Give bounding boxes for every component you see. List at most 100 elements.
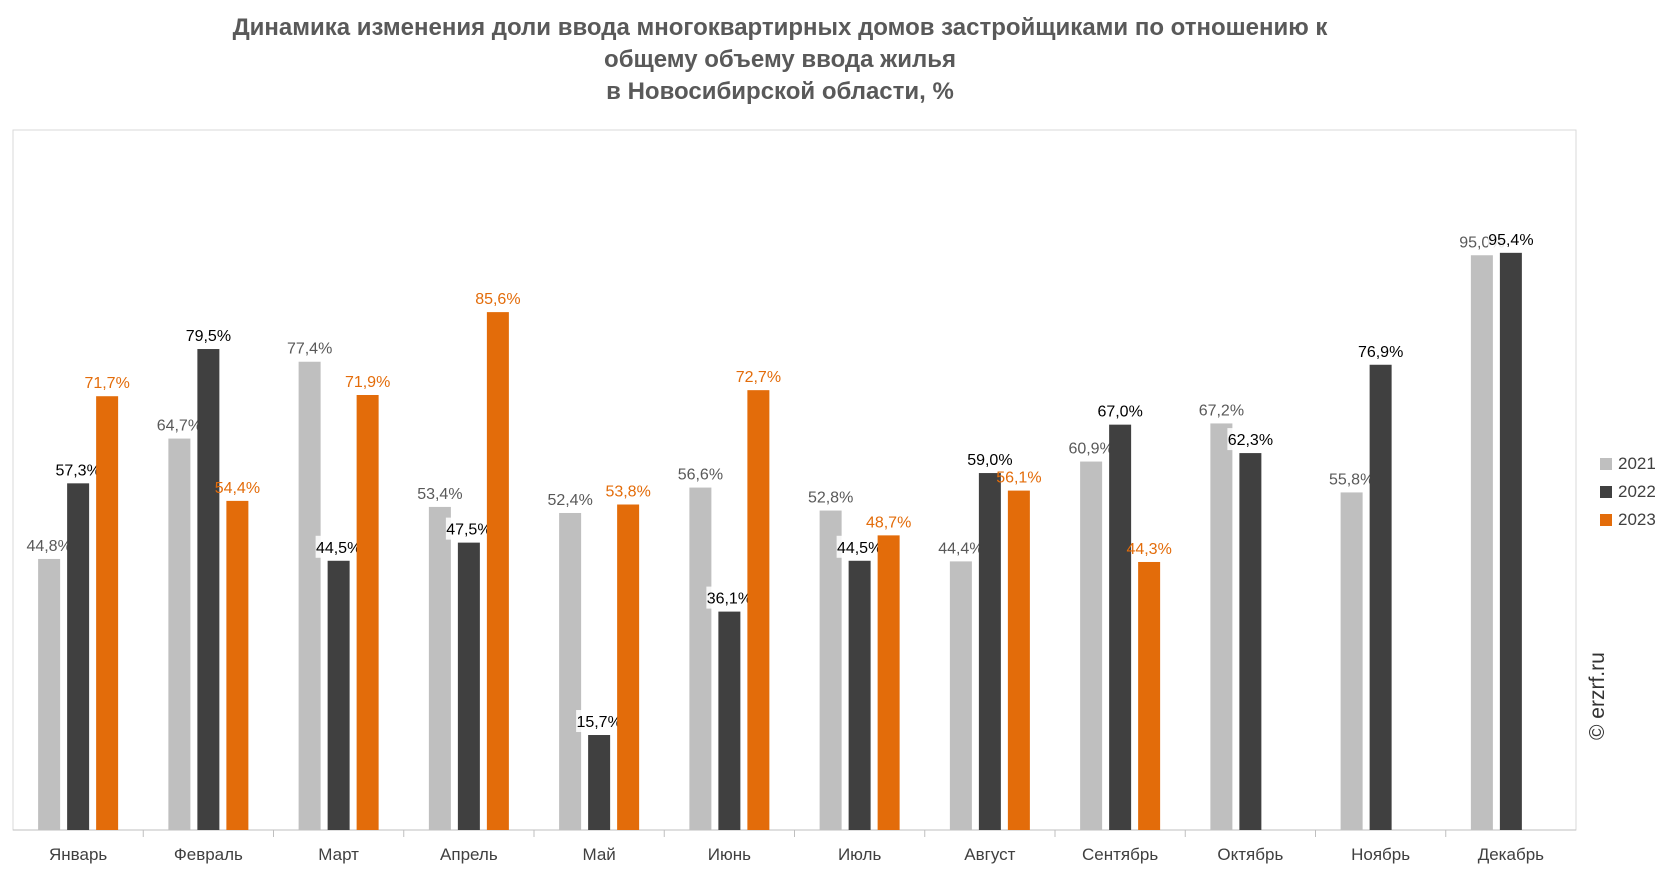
- data-label-background: [315, 535, 362, 558]
- bar-2022: [1109, 424, 1132, 830]
- chart-title-line-1: Динамика изменения доли ввода многокварт…: [232, 14, 1328, 41]
- bar-2021: [1080, 461, 1103, 830]
- bar-2022: [327, 560, 350, 830]
- x-tick-label: Сентябрь: [1082, 845, 1158, 864]
- data-label-2022: 57,3%: [55, 462, 100, 479]
- bar-2021: [168, 438, 191, 830]
- bar-2023: [1138, 561, 1161, 830]
- legend-swatch-2023: [1600, 514, 1612, 526]
- data-label-2021: 67,2%: [1199, 402, 1244, 419]
- bar-2021: [428, 506, 451, 830]
- legend-item-2022: 2022: [1600, 478, 1656, 506]
- chart-title-line-2: общему объему ввода жилья: [604, 46, 956, 73]
- data-label-2021: 53,4%: [417, 486, 462, 503]
- bar-2021: [559, 512, 582, 830]
- bar-2023: [356, 395, 379, 830]
- data-label-2022: 62,3%: [1228, 432, 1273, 449]
- bar-2021: [1340, 492, 1363, 830]
- x-tick-label: Ноябрь: [1351, 845, 1410, 864]
- data-label-2023: 71,7%: [84, 375, 129, 392]
- data-label-2023: 72,7%: [736, 369, 781, 386]
- watermark: © erzrf.ru: [1586, 652, 1609, 740]
- data-label-background: [1227, 428, 1274, 451]
- x-tick-label: Февраль: [174, 845, 243, 864]
- data-label-2022: 67,0%: [1097, 404, 1142, 421]
- x-tick-label: Июль: [838, 845, 882, 864]
- legend-swatch-2022: [1600, 486, 1612, 498]
- bar-2022: [848, 560, 871, 830]
- chart-title-line-3: в Новосибирской области, %: [606, 78, 954, 105]
- bar-2022: [718, 611, 741, 830]
- x-tick-label: Октябрь: [1217, 845, 1283, 864]
- bar-2023: [96, 396, 119, 830]
- bar-2022: [1239, 453, 1262, 830]
- x-tick-label: Июнь: [708, 845, 751, 864]
- data-label-2022: 47,5%: [446, 522, 491, 539]
- bar-2021: [1470, 255, 1493, 830]
- x-tick-label: Апрель: [440, 845, 498, 864]
- legend-label-2023: 2023: [1618, 510, 1656, 529]
- bar-2023: [486, 312, 509, 830]
- legend-swatch-2021: [1600, 458, 1612, 470]
- bar-2023: [1007, 490, 1030, 830]
- data-label-2022: 79,5%: [186, 328, 231, 345]
- data-label-2023: 54,4%: [215, 480, 260, 497]
- legend-item-2023: 2023: [1600, 506, 1656, 534]
- bar-2022: [588, 735, 611, 830]
- data-label-2021: 60,9%: [1068, 441, 1113, 458]
- data-label-2021: 44,4%: [938, 540, 983, 557]
- bar-2022: [197, 349, 220, 830]
- data-label-2021: 56,6%: [678, 467, 723, 484]
- data-label-2023: 85,6%: [475, 291, 520, 308]
- legend-label-2022: 2022: [1618, 482, 1656, 501]
- x-tick-label: Март: [318, 845, 359, 864]
- data-label-2021: 77,4%: [287, 341, 332, 358]
- data-label-2022: 44,5%: [837, 540, 882, 557]
- data-label-background: [1097, 399, 1144, 422]
- bar-2022: [1369, 364, 1392, 830]
- data-label-2023: 44,3%: [1126, 541, 1171, 558]
- bar-2021: [38, 558, 61, 830]
- data-label-2021: 44,8%: [26, 538, 71, 555]
- bar-2021: [819, 510, 842, 830]
- data-label-background: [966, 448, 1013, 471]
- bar-2023: [617, 504, 640, 830]
- bar-2022: [67, 483, 90, 830]
- bar-2021: [949, 561, 972, 830]
- data-label-2021: 52,8%: [808, 490, 853, 507]
- data-label-2023: 56,1%: [996, 470, 1041, 487]
- data-label-2021: 64,7%: [157, 418, 202, 435]
- bar-2023: [747, 390, 770, 830]
- x-tick-label: Январь: [49, 845, 107, 864]
- data-label-background: [445, 517, 492, 540]
- bar-2023: [877, 535, 900, 830]
- data-label-background: [185, 324, 232, 347]
- data-label-background: [576, 710, 623, 733]
- data-label-2022: 76,9%: [1358, 344, 1403, 361]
- data-label-2021: 55,8%: [1329, 471, 1374, 488]
- legend: 2021 2022 2023: [1600, 450, 1656, 534]
- data-label-background: [1487, 227, 1534, 250]
- x-tick-label: Август: [964, 845, 1015, 864]
- legend-label-2021: 2021: [1618, 454, 1656, 473]
- bar-2022: [1499, 252, 1522, 830]
- data-label-2022: 59,0%: [967, 452, 1012, 469]
- chart-title: Динамика изменения доли ввода многокварт…: [0, 12, 1560, 108]
- bar-2021: [689, 487, 712, 830]
- x-tick-label: Май: [582, 845, 615, 864]
- data-label-2022: 15,7%: [576, 714, 621, 731]
- legend-item-2021: 2021: [1600, 450, 1656, 478]
- data-label-2021: 52,4%: [547, 492, 592, 509]
- data-label-background: [706, 586, 753, 609]
- bar-2021: [298, 361, 321, 830]
- data-label-2023: 48,7%: [866, 514, 911, 531]
- data-label-2023: 71,9%: [345, 374, 390, 391]
- bar-2021: [1210, 423, 1233, 830]
- data-label-2023: 53,8%: [605, 484, 650, 501]
- bar-2022: [978, 473, 1001, 830]
- bar-2022: [457, 542, 480, 830]
- data-label-background: [55, 458, 102, 481]
- data-label-background: [1357, 339, 1404, 362]
- data-label-2022: 95,4%: [1488, 232, 1533, 249]
